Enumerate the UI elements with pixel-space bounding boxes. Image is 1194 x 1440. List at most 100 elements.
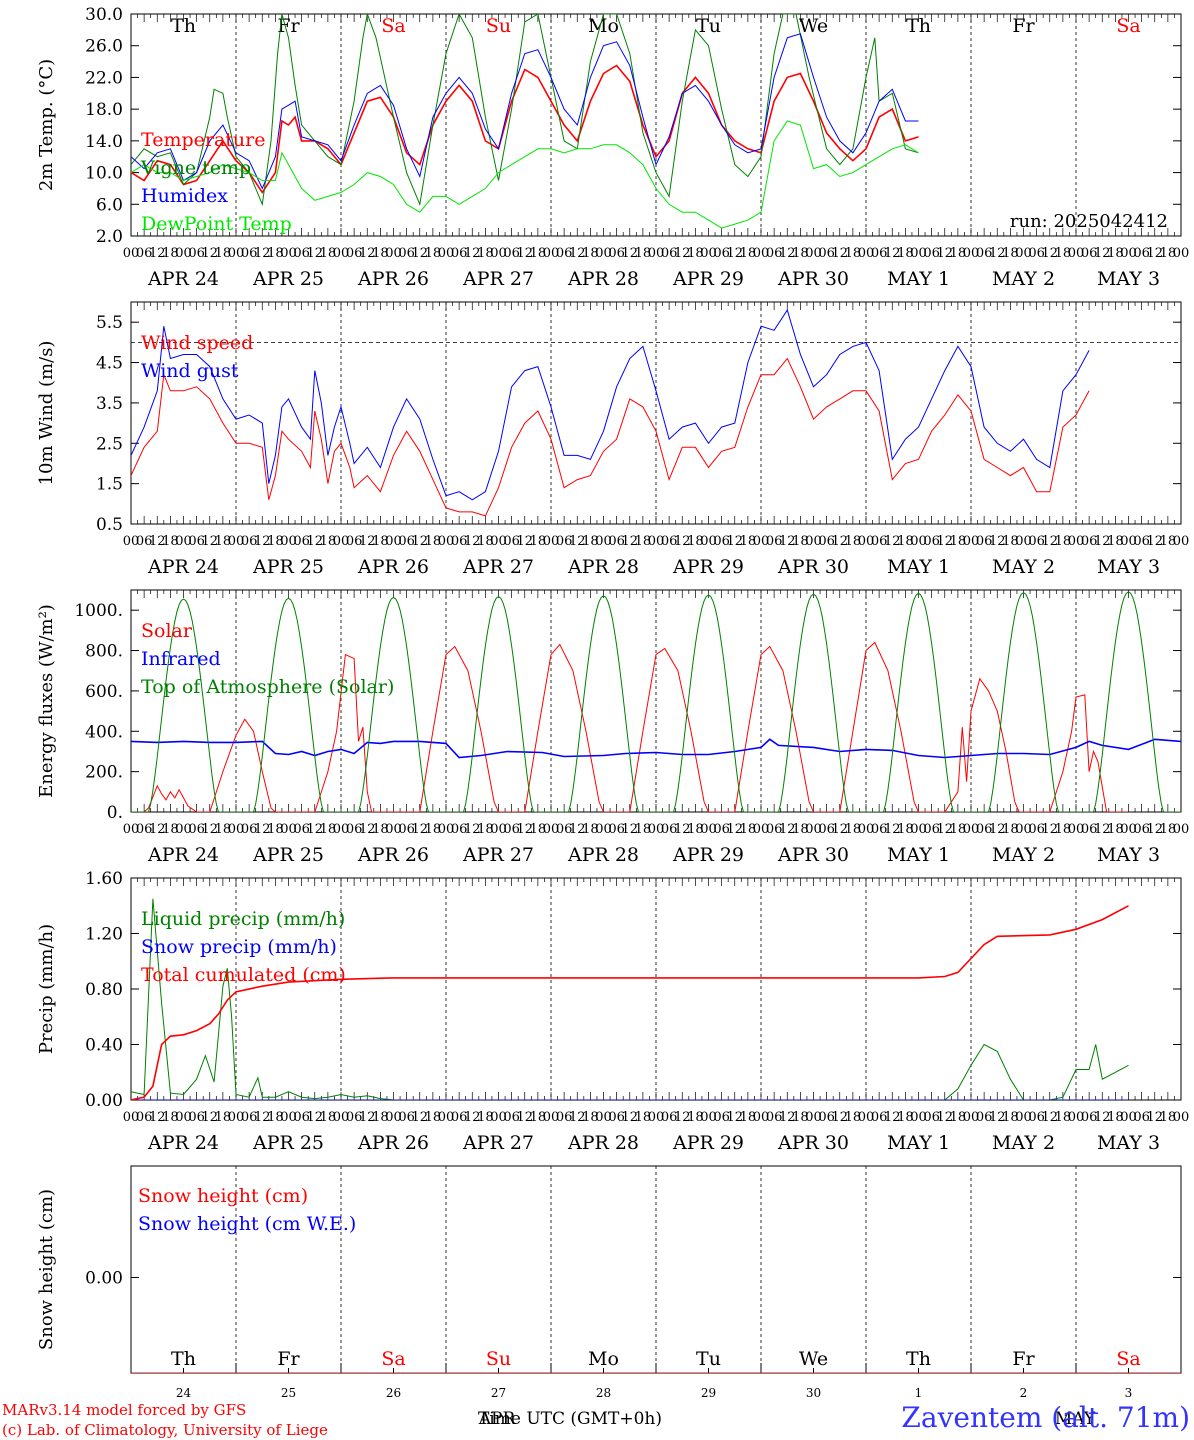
hour-tick-label: 06 [136, 246, 153, 261]
hour-tick-label: 00 [385, 246, 402, 261]
hour-tick-label: 06 [818, 246, 835, 261]
hour-tick-label: 18 [1002, 246, 1019, 261]
hour-tick-label: 12 [779, 246, 796, 261]
day-number-label: 27 [491, 1386, 506, 1400]
hour-tick-label: 06 [1133, 534, 1150, 549]
day-number-label: 25 [281, 1386, 296, 1400]
hour-tick-label: 06 [503, 246, 520, 261]
hour-tick-label: 06 [608, 1110, 625, 1125]
hour-tick-label: 00 [595, 534, 612, 549]
hour-tick-label: 00 [228, 534, 245, 549]
legend-item: Wind speed [141, 332, 253, 354]
hour-tick-label: 06 [451, 246, 468, 261]
hour-tick-label: 12 [464, 1110, 481, 1125]
y-tick-label: 0.80 [85, 980, 123, 1000]
hour-tick-label: 12 [1146, 1110, 1163, 1125]
date-label: APR 29 [672, 268, 744, 290]
hour-tick-label: 18 [687, 534, 704, 549]
hour-tick-label: 06 [1133, 1110, 1150, 1125]
hour-tick-label: 00 [333, 822, 350, 837]
date-label: APR 28 [567, 844, 639, 866]
hour-tick-label: 00 [805, 1110, 822, 1125]
weekday-label: Mo [588, 1348, 619, 1370]
hour-tick-label: 18 [1055, 246, 1072, 261]
hour-tick-label: 00 [963, 1110, 980, 1125]
hour-tick-label: 12 [516, 822, 533, 837]
hour-tick-label: 00 [1068, 1110, 1085, 1125]
hour-tick-label: 12 [884, 822, 901, 837]
hour-tick-label: 12 [989, 534, 1006, 549]
hour-tick-label: 18 [950, 822, 967, 837]
y-tick-label: 6.0 [96, 195, 123, 215]
hour-tick-label: 18 [845, 1110, 862, 1125]
weekday-label: Tu [696, 15, 721, 37]
hour-tick-label: 06 [976, 822, 993, 837]
hour-tick-label: 18 [845, 534, 862, 549]
date-label: APR 27 [462, 268, 534, 290]
hour-tick-label: 12 [726, 534, 743, 549]
hour-tick-label: 00 [1173, 1110, 1190, 1125]
series-line-vigne-temp [131, 14, 919, 207]
hour-tick-label: 12 [726, 822, 743, 837]
weekday-label: Sa [1116, 1348, 1140, 1370]
date-label: APR 25 [252, 268, 324, 290]
hour-tick-label: 00 [1120, 246, 1137, 261]
hour-tick-label: 06 [608, 246, 625, 261]
hour-tick-label: 18 [1160, 246, 1177, 261]
y-axis-label: 2m Temp. (°C) [36, 59, 57, 191]
date-label: APR 26 [357, 556, 429, 578]
hour-tick-label: 12 [621, 534, 638, 549]
hour-tick-label: 06 [661, 246, 678, 261]
hour-tick-label: 12 [621, 822, 638, 837]
hour-tick-label: 12 [411, 534, 428, 549]
hour-tick-label: 12 [569, 246, 586, 261]
hour-tick-label: 12 [254, 246, 271, 261]
hour-tick-label: 00 [543, 1110, 560, 1125]
hour-tick-label: 06 [241, 1110, 258, 1125]
hour-tick-label: 18 [425, 246, 442, 261]
hour-tick-label: 06 [136, 1110, 153, 1125]
hour-tick-label: 06 [398, 534, 415, 549]
hour-tick-label: 12 [149, 534, 166, 549]
date-label: APR 28 [567, 1132, 639, 1154]
hour-tick-label: 12 [779, 822, 796, 837]
hour-tick-label: 06 [346, 1110, 363, 1125]
hour-tick-label: 00 [700, 246, 717, 261]
day-number-label: 30 [806, 1386, 821, 1400]
hour-tick-label: 00 [438, 246, 455, 261]
hour-tick-label: 00 [1120, 534, 1137, 549]
hour-tick-label: 00 [385, 1110, 402, 1125]
series-line-solar [131, 641, 1129, 812]
credit-line-2: (c) Lab. of Climatology, University of L… [2, 1421, 328, 1439]
hour-tick-label: 00 [123, 822, 140, 837]
hour-tick-label: 12 [1094, 822, 1111, 837]
hour-tick-label: 06 [556, 1110, 573, 1125]
hour-tick-label: 06 [1133, 822, 1150, 837]
y-tick-label: 4.5 [96, 354, 123, 374]
day-number-label: 29 [701, 1386, 716, 1400]
hour-tick-label: 00 [858, 534, 875, 549]
date-label: APR 30 [777, 844, 849, 866]
hour-tick-label: 18 [582, 246, 599, 261]
hour-tick-label: 00 [648, 822, 665, 837]
weekday-label: Fr [1012, 15, 1035, 37]
credit-line-1: MARv3.14 model forced by GFS [2, 1401, 246, 1419]
hour-tick-label: 00 [280, 534, 297, 549]
hour-tick-label: 12 [884, 534, 901, 549]
hour-tick-label: 06 [661, 1110, 678, 1125]
hour-tick-label: 06 [976, 246, 993, 261]
hour-tick-label: 18 [582, 1110, 599, 1125]
legend-item: Solar [141, 620, 193, 642]
date-label: APR 24 [147, 844, 219, 866]
hour-tick-label: 12 [779, 1110, 796, 1125]
energy-flux-panel: 0. 200. 400. 600. 800. 1000. Energy fluxes (W/… [36, 589, 1189, 866]
hour-tick-label: 06 [556, 822, 573, 837]
hour-tick-label: 12 [1041, 246, 1058, 261]
weekday-label: Mo [588, 15, 619, 37]
hour-tick-label: 06 [451, 1110, 468, 1125]
date-label: MAY 3 [1097, 844, 1160, 866]
hour-tick-label: 06 [1028, 534, 1045, 549]
hour-tick-label: 06 [556, 246, 573, 261]
hour-tick-label: 12 [306, 822, 323, 837]
hour-tick-label: 06 [976, 1110, 993, 1125]
